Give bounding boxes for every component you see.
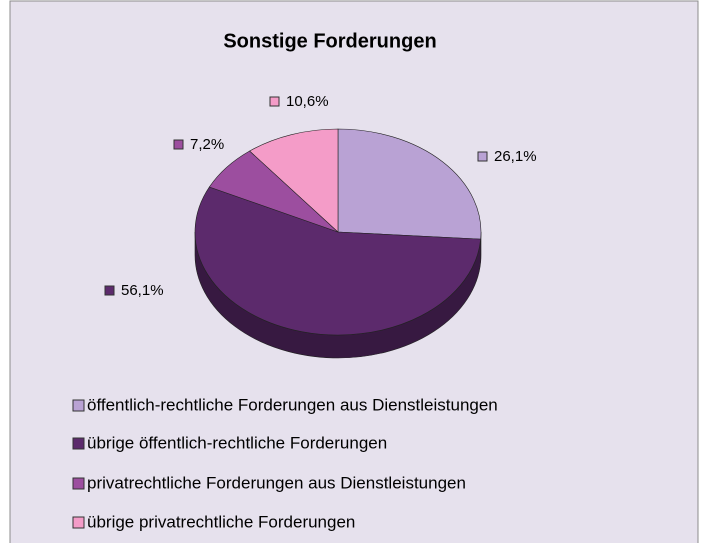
pie-slice <box>249 128 339 233</box>
legend-swatch <box>72 516 85 529</box>
legend-label: privatrechtliche Forderungen aus Dienstl… <box>87 473 466 492</box>
pie-slice <box>337 128 482 240</box>
legend-label: öffentlich-rechtliche Forderungen aus Di… <box>87 395 498 414</box>
legend-swatch <box>72 477 85 490</box>
label-marker <box>104 285 115 296</box>
data-label: 7,2% <box>190 136 224 153</box>
legend-swatch <box>72 437 85 450</box>
chart-title: Sonstige Forderungen <box>223 30 436 52</box>
data-label: 26,1% <box>494 148 537 165</box>
legend-label: übrige privatrechtliche Forderungen <box>87 512 355 531</box>
data-label: 10,6% <box>286 93 329 110</box>
label-marker <box>173 139 184 150</box>
data-label: 56,1% <box>121 282 164 299</box>
legend-label: übrige öffentlich-rechtliche Forderungen <box>87 433 387 452</box>
label-marker <box>477 151 488 162</box>
legend: öffentlich-rechtliche Forderungen aus Di… <box>72 395 498 531</box>
pie <box>194 128 482 359</box>
legend-swatch <box>72 399 85 412</box>
label-marker <box>269 96 280 107</box>
pie-slice <box>194 186 481 336</box>
data-labels: 26,1% 56,1% 7,2% 10,6% <box>104 93 537 299</box>
